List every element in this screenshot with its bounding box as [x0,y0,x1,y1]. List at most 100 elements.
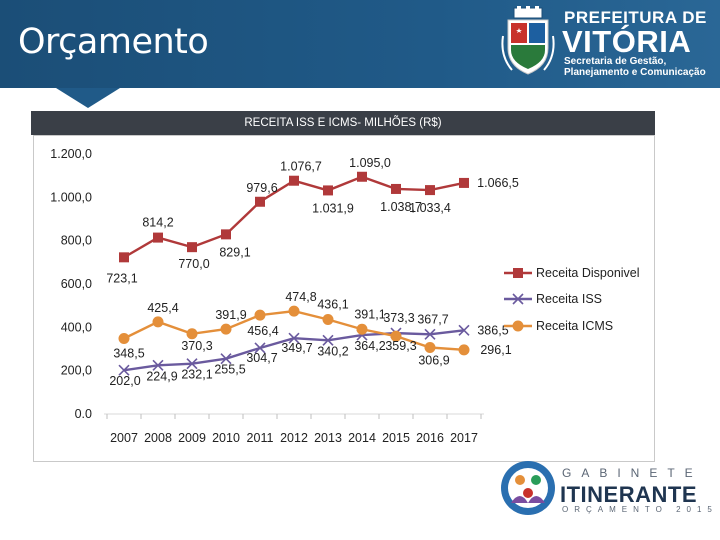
y-tick-label: 200,0 [61,364,92,378]
prefeitura-sub-line2: Planejamento e Comunicação [564,67,706,78]
data-point-icms [356,323,368,335]
legend-label: Receita Disponivel [536,266,640,280]
data-point-icms [288,305,300,317]
data-label: 474,8 [285,290,316,304]
gabinete-itinerante-badge-icon [501,461,555,515]
data-point-icms [424,342,436,354]
x-tick-label: 2017 [450,431,478,445]
data-point-iss [152,359,164,371]
data-label: 364,2 [354,339,385,353]
x-tick-label: 2011 [247,431,274,445]
x-tick-label: 2009 [178,431,206,445]
legend-marker [513,268,523,278]
data-label: 340,2 [317,344,348,358]
data-label: 436,1 [317,298,348,312]
prefeitura-logo-subtitle: Secretaria de Gestão, Planejamento e Com… [564,56,714,78]
data-label: 304,7 [246,351,277,365]
data-label: 349,7 [281,341,312,355]
legend-marker [512,293,524,305]
data-point-icms [322,314,334,326]
data-point-iss [424,328,436,340]
data-label: 348,5 [113,346,144,360]
data-point-disponivel [255,196,265,207]
data-point-icms [458,344,470,356]
prefeitura-logo-line1: PREFEITURA DE [564,8,707,27]
data-label: 255,5 [214,363,245,377]
data-label: 1.031,9 [312,201,354,215]
x-tick-label: 2014 [348,431,376,445]
data-point-iss [186,358,198,370]
data-label: 224,9 [146,369,177,383]
orcamento-year-word: ORÇAMENTO 2015 [562,505,718,514]
y-tick-label: 400,0 [61,320,92,334]
data-point-icms [220,323,232,335]
x-tick-label: 2012 [280,431,308,445]
chart-title: RECEITA ISS E ICMS- MILHÕES (R$) [31,111,655,135]
data-label: 456,4 [247,324,278,338]
city-crest-icon [501,6,555,75]
legend-label: Receita ISS [536,292,602,306]
data-label: 829,1 [219,245,250,259]
y-tick-label: 0.0 [75,407,92,421]
chart-frame: 0.0 200,0 400,0 600,0 800,0 1.000,0 1.200,0 200… [33,135,655,462]
itinerante-word: ITINERANTE [560,482,697,507]
legend-label: Receita ICMS [536,319,613,333]
data-point-disponivel [289,175,299,186]
y-tick-label: 1.200,0 [50,147,92,161]
data-label: 1.076,7 [280,160,322,174]
data-point-iss [288,332,300,344]
y-tick-label: 600,0 [61,277,92,291]
data-label: 367,7 [417,312,448,326]
x-tick-label: 2015 [382,431,410,445]
prefeitura-sub-line1: Secretaria de Gestão, [564,56,667,67]
data-label: 979,6 [246,181,277,195]
gabinete-word: GABINETE [562,466,703,480]
data-point-disponivel [119,252,129,263]
data-label: 391,1 [354,307,385,321]
header-band [0,0,720,88]
data-label: 296,1 [480,343,511,357]
x-tick-label: 2016 [416,431,444,445]
data-label: 770,0 [178,257,209,271]
y-tick-label: 800,0 [61,234,92,248]
data-point-icms [254,309,266,321]
data-point-disponivel [357,171,367,182]
x-tick-label: 2008 [144,431,172,445]
page-title: Orçamento [18,22,209,62]
header-pointer [56,88,120,108]
data-label: 1.066,5 [477,176,519,190]
series-line-1 [123,175,465,259]
data-point-iss [254,342,266,354]
data-label: 359,3 [385,339,416,353]
data-point-disponivel [221,229,231,240]
y-tick-label: 1.000,0 [50,190,92,204]
data-point-icms [152,316,164,328]
data-label: 814,2 [142,216,173,230]
data-label: 232,1 [181,368,212,382]
line-chart: 0.0 200,0 400,0 600,0 800,0 1.000,0 1.200,0 200… [50,147,640,445]
data-point-disponivel [425,185,435,196]
legend-marker [512,320,524,332]
data-label: 391,9 [215,308,246,322]
data-point-iss [220,353,232,365]
x-tick-label: 2013 [314,431,342,445]
data-label: 1.033,4 [409,201,451,215]
data-point-disponivel [187,242,197,253]
data-label: 202,0 [109,374,140,388]
data-label: 373,3 [383,311,414,325]
data-point-disponivel [391,183,401,194]
data-point-disponivel [459,177,469,188]
data-point-icms [118,332,130,344]
data-point-iss [322,334,334,346]
data-point-icms [390,330,402,342]
data-point-icms [186,328,198,340]
data-label: 1.095,0 [349,156,391,170]
data-label: 306,9 [418,354,449,368]
x-tick-label: 2007 [110,431,138,445]
data-label: 723,1 [106,271,137,285]
data-point-disponivel [323,185,333,196]
data-label: 1.038,7 [380,200,422,214]
x-tick-label: 2010 [212,431,240,445]
data-label: 370,3 [181,339,212,353]
data-point-iss [458,324,470,336]
